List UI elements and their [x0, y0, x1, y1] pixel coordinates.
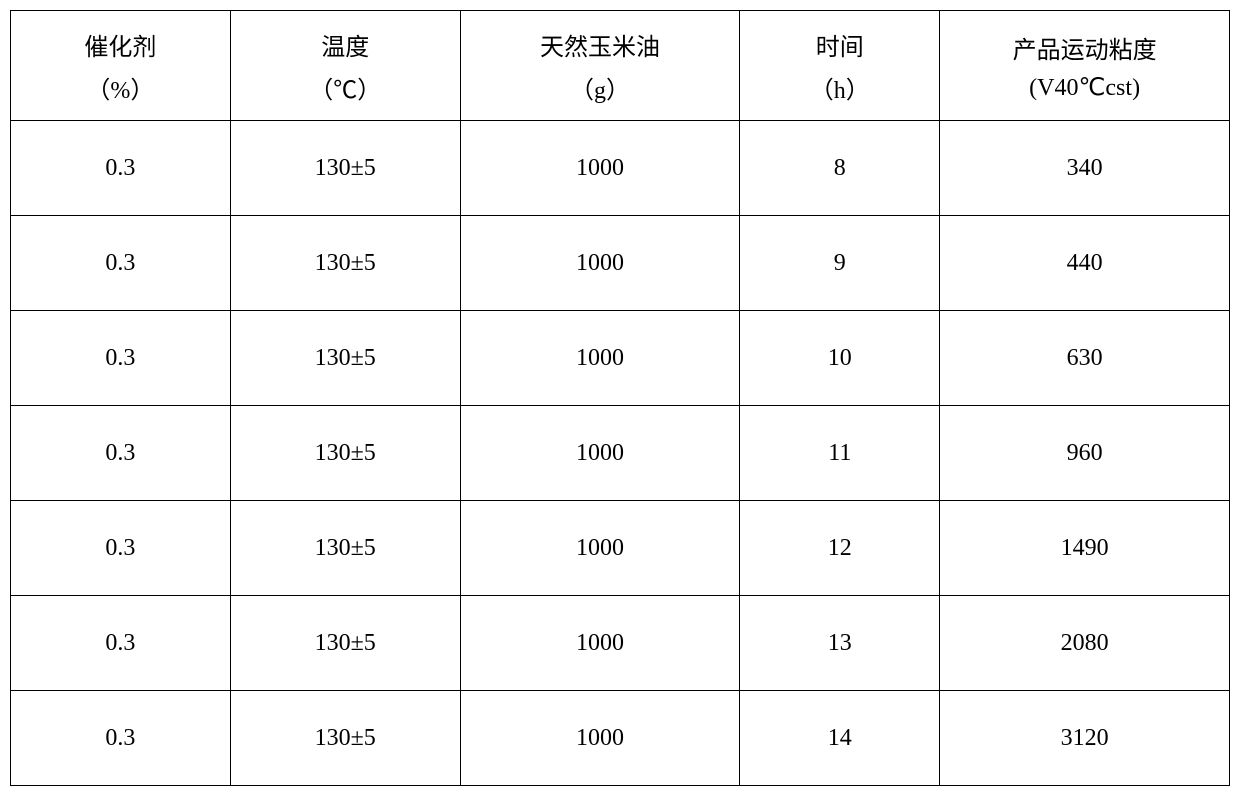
cell-corn-oil: 1000: [460, 501, 740, 596]
table-row: 0.3 130±5 1000 10 630: [11, 311, 1230, 406]
cell-temperature: 130±5: [230, 121, 460, 216]
header-time-line1: 时间: [744, 27, 935, 62]
cell-temperature: 130±5: [230, 311, 460, 406]
cell-viscosity: 2080: [940, 596, 1230, 691]
header-catalyst: 催化剂 （%）: [11, 11, 231, 121]
cell-time: 9: [740, 216, 940, 311]
cell-corn-oil: 1000: [460, 121, 740, 216]
header-corn-oil-line2: （g）: [465, 70, 736, 105]
cell-temperature: 130±5: [230, 596, 460, 691]
cell-viscosity: 3120: [940, 691, 1230, 786]
cell-temperature: 130±5: [230, 406, 460, 501]
cell-viscosity: 340: [940, 121, 1230, 216]
header-viscosity-line1: 产品运动粘度: [944, 30, 1225, 65]
table-row: 0.3 130±5 1000 11 960: [11, 406, 1230, 501]
cell-catalyst: 0.3: [11, 121, 231, 216]
cell-catalyst: 0.3: [11, 501, 231, 596]
header-corn-oil-line1: 天然玉米油: [465, 27, 736, 62]
cell-time: 13: [740, 596, 940, 691]
cell-temperature: 130±5: [230, 216, 460, 311]
cell-temperature: 130±5: [230, 691, 460, 786]
header-time: 时间 （h）: [740, 11, 940, 121]
cell-time: 10: [740, 311, 940, 406]
cell-temperature: 130±5: [230, 501, 460, 596]
cell-time: 12: [740, 501, 940, 596]
header-temperature-line1: 温度: [235, 27, 456, 62]
cell-corn-oil: 1000: [460, 596, 740, 691]
table-body: 0.3 130±5 1000 8 340 0.3 130±5 1000 9 44…: [11, 121, 1230, 786]
cell-catalyst: 0.3: [11, 311, 231, 406]
cell-viscosity: 960: [940, 406, 1230, 501]
table-row: 0.3 130±5 1000 8 340: [11, 121, 1230, 216]
cell-time: 8: [740, 121, 940, 216]
header-time-line2: （h）: [744, 70, 935, 105]
cell-catalyst: 0.3: [11, 596, 231, 691]
cell-time: 11: [740, 406, 940, 501]
cell-catalyst: 0.3: [11, 406, 231, 501]
cell-corn-oil: 1000: [460, 406, 740, 501]
cell-catalyst: 0.3: [11, 691, 231, 786]
header-corn-oil: 天然玉米油 （g）: [460, 11, 740, 121]
data-table: 催化剂 （%） 温度 （℃） 天然玉米油 （g） 时间 （h） 产品运动粘度 (…: [10, 10, 1230, 786]
table-row: 0.3 130±5 1000 14 3120: [11, 691, 1230, 786]
header-catalyst-line2: （%）: [15, 70, 226, 105]
header-viscosity: 产品运动粘度 (V40℃cst): [940, 11, 1230, 121]
cell-catalyst: 0.3: [11, 216, 231, 311]
cell-viscosity: 440: [940, 216, 1230, 311]
cell-viscosity: 630: [940, 311, 1230, 406]
table-row: 0.3 130±5 1000 13 2080: [11, 596, 1230, 691]
table-header-row: 催化剂 （%） 温度 （℃） 天然玉米油 （g） 时间 （h） 产品运动粘度 (…: [11, 11, 1230, 121]
cell-corn-oil: 1000: [460, 311, 740, 406]
header-temperature: 温度 （℃）: [230, 11, 460, 121]
header-catalyst-line1: 催化剂: [15, 27, 226, 62]
header-temperature-line2: （℃）: [235, 70, 456, 105]
header-viscosity-line2: (V40℃cst): [944, 73, 1225, 102]
table-row: 0.3 130±5 1000 12 1490: [11, 501, 1230, 596]
table-row: 0.3 130±5 1000 9 440: [11, 216, 1230, 311]
cell-viscosity: 1490: [940, 501, 1230, 596]
cell-corn-oil: 1000: [460, 691, 740, 786]
cell-corn-oil: 1000: [460, 216, 740, 311]
cell-time: 14: [740, 691, 940, 786]
